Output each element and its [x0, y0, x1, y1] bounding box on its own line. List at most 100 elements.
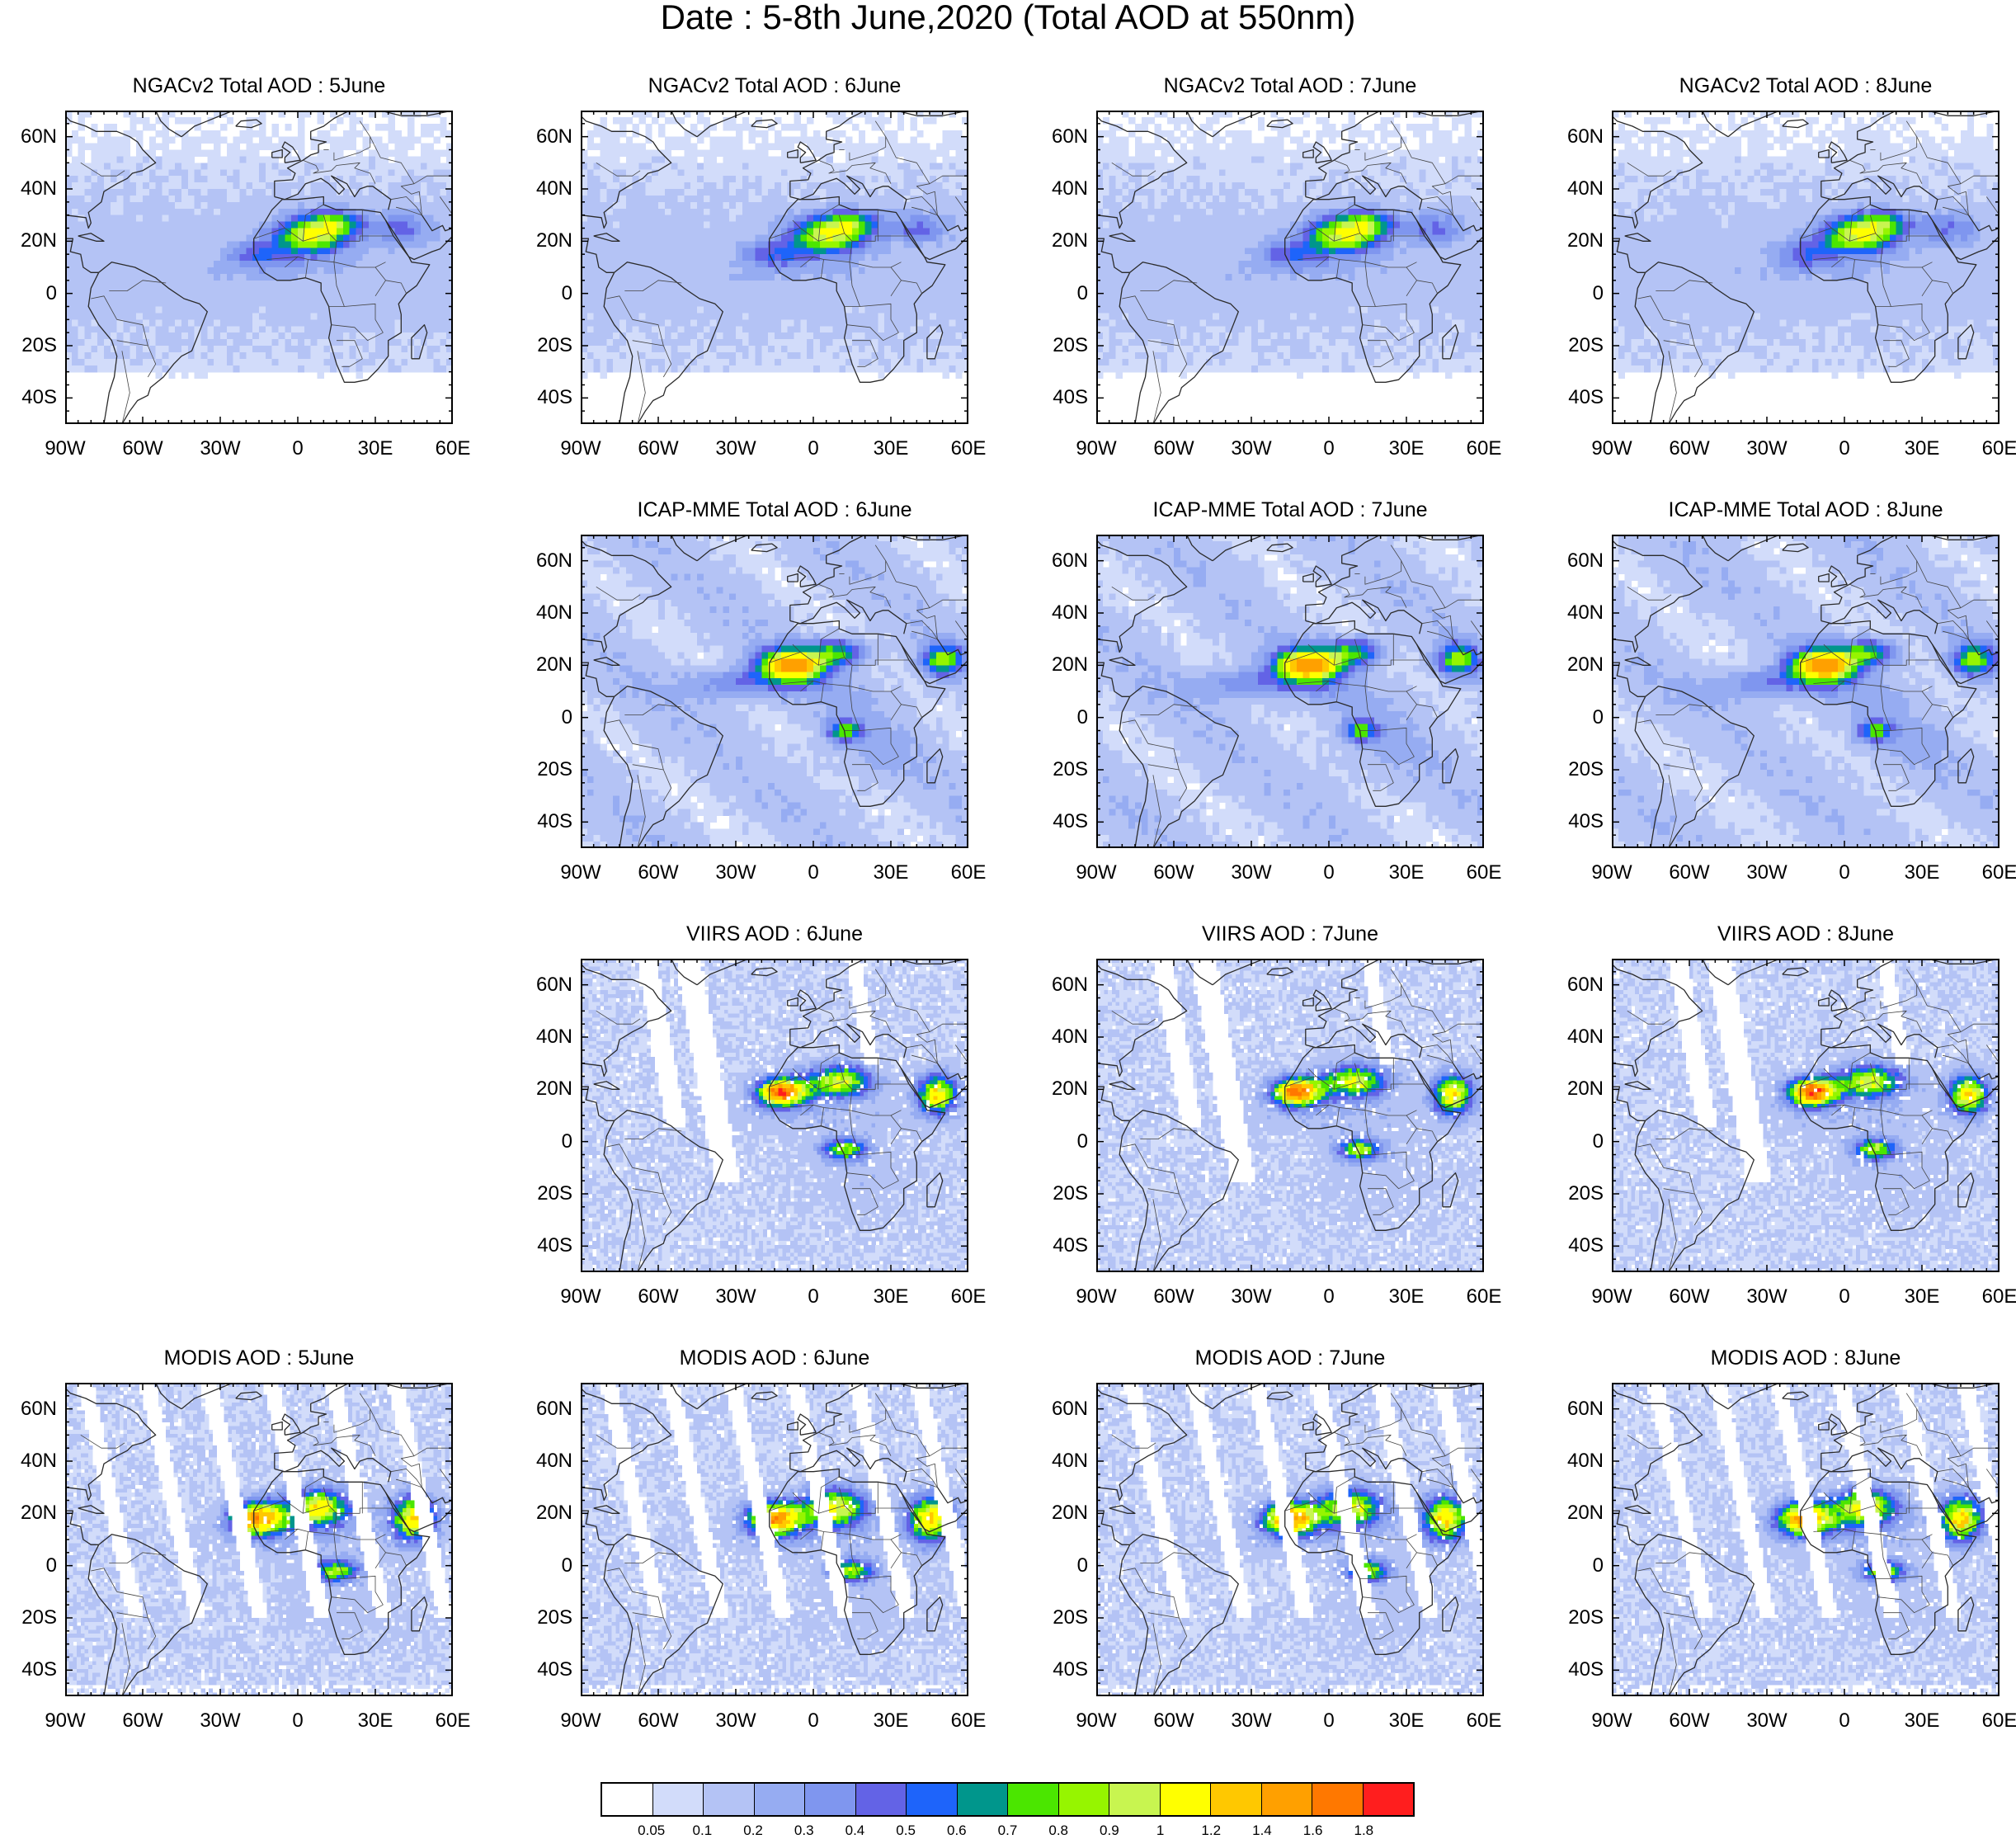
lon-tick-label: 60E	[935, 1287, 1001, 1307]
lat-tick-label: 0	[7, 1556, 57, 1576]
panel-title: MODIS AOD : 8June	[1612, 1346, 2000, 1370]
lon-tick-label: 30W	[1218, 1711, 1284, 1731]
lat-tick-label: 20S	[1039, 1608, 1088, 1628]
lon-tick-label: 30E	[1373, 439, 1439, 459]
panel-title: VIIRS AOD : 6June	[581, 922, 968, 945]
lat-tick-label: 40S	[523, 1660, 572, 1680]
lon-tick-label: 30E	[1889, 1711, 1955, 1731]
lon-tick-label: 0	[780, 863, 846, 883]
lat-tick-label: 60N	[1554, 975, 1604, 995]
aod-map	[1096, 535, 1484, 848]
lon-tick-label: 60W	[1656, 1287, 1722, 1307]
lon-tick-label: 90W	[1579, 439, 1645, 459]
colorbar-label: 0.8	[1034, 1823, 1083, 1838]
map-panel-icap-6: ICAP-MME Total AOD : 6June 60N 40N 20N 0 20S 4…	[581, 535, 968, 848]
lon-tick-label: 0	[265, 1711, 331, 1731]
colorbar-swatch	[856, 1784, 907, 1815]
lat-tick-label: 0	[1039, 1132, 1088, 1152]
lat-tick-label: 40N	[1554, 179, 1604, 199]
panel-title: VIIRS AOD : 8June	[1612, 922, 2000, 945]
panel-title: MODIS AOD : 5June	[65, 1346, 453, 1370]
colorbar-label: 1.2	[1186, 1823, 1236, 1838]
lat-tick-label: 40N	[523, 1451, 572, 1471]
aod-field	[1612, 959, 2000, 1272]
lon-tick-label: 90W	[1063, 1287, 1129, 1307]
lat-tick-label: 20N	[1039, 231, 1088, 251]
lon-tick-label: 90W	[1063, 1711, 1129, 1731]
lat-tick-label: 20S	[7, 1608, 57, 1628]
lon-tick-label: 60W	[1141, 439, 1207, 459]
panel-title: ICAP-MME Total AOD : 8June	[1612, 498, 2000, 521]
aod-map	[1612, 959, 2000, 1272]
lon-tick-label: 0	[265, 439, 331, 459]
lon-tick-label: 90W	[548, 863, 614, 883]
lon-tick-label: 0	[1296, 863, 1362, 883]
colorbar-swatch	[1211, 1784, 1262, 1815]
lat-tick-label: 40S	[1039, 1660, 1088, 1680]
lon-tick-label: 30E	[858, 863, 924, 883]
lon-tick-label: 60W	[1141, 863, 1207, 883]
lat-tick-label: 40S	[523, 388, 572, 408]
lat-tick-label: 60N	[7, 1399, 57, 1419]
panel-title: MODIS AOD : 7June	[1096, 1346, 1484, 1370]
panel-title: ICAP-MME Total AOD : 6June	[581, 498, 968, 521]
colorbar-label: 1	[1136, 1823, 1185, 1838]
map-panel-icap-7: ICAP-MME Total AOD : 7June 60N 40N 20N 0 20S 4…	[1096, 535, 1484, 848]
lon-tick-label: 60E	[1967, 439, 2016, 459]
colorbar-swatch	[1059, 1784, 1110, 1815]
lon-tick-label: 30E	[858, 1287, 924, 1307]
lat-tick-label: 20N	[7, 231, 57, 251]
map-panel-ngac-5: NGACv2 Total AOD : 5June 60N 40N 20N 0 20S 40S…	[65, 111, 453, 424]
lat-tick-label: 20S	[1554, 1608, 1604, 1628]
colorbar-label: 1.8	[1339, 1823, 1388, 1838]
lon-tick-label: 60E	[1967, 1287, 2016, 1307]
lon-tick-label: 90W	[32, 439, 98, 459]
colorbar-label: 0.3	[780, 1823, 829, 1838]
lon-tick-label: 30W	[1734, 1711, 1800, 1731]
lon-tick-label: 30W	[1734, 863, 1800, 883]
aod-map	[1612, 535, 2000, 848]
lon-tick-label: 60W	[1141, 1711, 1207, 1731]
lon-tick-label: 90W	[548, 1287, 614, 1307]
lon-tick-label: 60W	[625, 439, 691, 459]
lat-tick-label: 20N	[1039, 1503, 1088, 1523]
map-panel-ngac-7: NGACv2 Total AOD : 7June 60N 40N 20N 0 20S 40S…	[1096, 111, 1484, 424]
lon-tick-label: 60E	[420, 439, 486, 459]
lon-tick-label: 60W	[1656, 863, 1722, 883]
lat-tick-label: 20N	[1554, 1079, 1604, 1099]
colorbar-swatch	[1262, 1784, 1313, 1815]
aod-map	[581, 959, 968, 1272]
map-panel-ngac-6: NGACv2 Total AOD : 6June 60N 40N 20N 0 20S 40S…	[581, 111, 968, 424]
lon-tick-label: 60E	[1451, 439, 1517, 459]
lon-tick-label: 0	[1811, 439, 1877, 459]
colorbar-label: 0.2	[728, 1823, 778, 1838]
lat-tick-label: 40S	[7, 1660, 57, 1680]
lat-tick-label: 20N	[523, 231, 572, 251]
lat-tick-label: 20S	[1039, 336, 1088, 356]
lat-tick-label: 40S	[1554, 1236, 1604, 1256]
lat-tick-label: 60N	[1554, 127, 1604, 147]
lon-tick-label: 30W	[1218, 439, 1284, 459]
lon-tick-label: 90W	[1579, 1711, 1645, 1731]
lon-tick-label: 90W	[1579, 863, 1645, 883]
lon-tick-label: 0	[1296, 1711, 1362, 1731]
lat-tick-label: 20N	[7, 1503, 57, 1523]
lat-tick-label: 40N	[1039, 1451, 1088, 1471]
lat-tick-label: 60N	[7, 127, 57, 147]
aod-field	[65, 111, 453, 379]
lon-tick-label: 60E	[1967, 1711, 2016, 1731]
lon-tick-label: 30W	[703, 1711, 769, 1731]
colorbar-label: 0.7	[983, 1823, 1033, 1838]
colorbar-swatch	[755, 1784, 806, 1815]
lat-tick-label: 60N	[523, 1399, 572, 1419]
lat-tick-label: 0	[1554, 284, 1604, 304]
lat-tick-label: 20N	[523, 1079, 572, 1099]
lat-tick-label: 60N	[1039, 127, 1088, 147]
aod-map	[65, 1383, 453, 1696]
panel-title: MODIS AOD : 6June	[581, 1346, 968, 1370]
aod-map	[581, 1383, 968, 1696]
lat-tick-label: 0	[1039, 1556, 1088, 1576]
aod-map	[1096, 959, 1484, 1272]
lon-tick-label: 0	[780, 1287, 846, 1307]
lat-tick-label: 0	[1039, 708, 1088, 728]
